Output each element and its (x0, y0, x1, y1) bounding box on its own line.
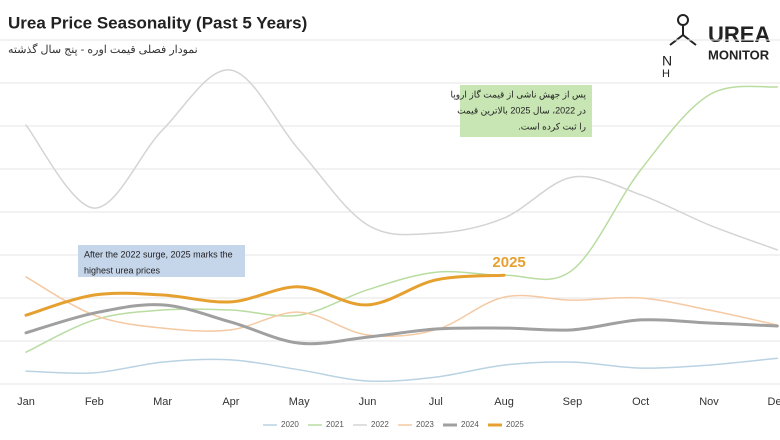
legend-label: 2024 (461, 420, 479, 429)
annotation-text: highest urea prices (84, 265, 161, 275)
x-tick-label: Feb (85, 396, 104, 408)
x-tick-label: Mar (153, 396, 172, 408)
annotation-text: After the 2022 surge, 2025 marks the (84, 249, 233, 259)
series-line (25, 85, 779, 353)
series-line (24, 273, 506, 317)
annotation-text: در 2022، سال 2025 بالاترین قیمت (457, 105, 586, 116)
x-tick-label: Jan (17, 396, 35, 408)
annotation-text: پس از جهش ناشی از قیمت گاز اروپا (450, 88, 586, 100)
x-tick-label: Dec (768, 396, 780, 408)
legend-label: 2020 (281, 420, 299, 429)
x-tick-label: Sep (563, 396, 583, 408)
legend-label: 2025 (506, 420, 524, 429)
legend-label: 2022 (371, 420, 389, 429)
logo-atom-label: H (662, 68, 670, 80)
x-tick-label: May (289, 396, 310, 408)
annotation-box (460, 85, 592, 137)
annotation-box (78, 245, 245, 277)
series-end-label: 2025 (492, 254, 525, 271)
logo-text: MONITOR (708, 47, 770, 62)
chart-title: Urea Price Seasonality (Past 5 Years) (8, 13, 307, 32)
logo: N H (662, 14, 697, 80)
legend-label: 2023 (416, 420, 434, 429)
x-tick-label: Jul (429, 396, 443, 408)
x-tick-label: Nov (699, 396, 719, 408)
x-tick-label: Oct (632, 396, 649, 408)
series-line (24, 303, 779, 346)
x-tick-label: Aug (494, 396, 514, 408)
legend-label: 2021 (326, 420, 344, 429)
x-tick-label: Apr (222, 396, 239, 408)
series-line (25, 276, 779, 338)
x-tick-label: Jun (359, 396, 377, 408)
chart-subtitle: نمودار فصلی قیمت اوره - پنج سال گذشته (8, 43, 198, 56)
logo-atom-label: N (662, 53, 672, 69)
annotation-text: را ثبت کرده است. (518, 121, 586, 132)
series-line (25, 69, 779, 251)
logo-text: UREA (708, 22, 770, 47)
series-line (25, 357, 779, 383)
